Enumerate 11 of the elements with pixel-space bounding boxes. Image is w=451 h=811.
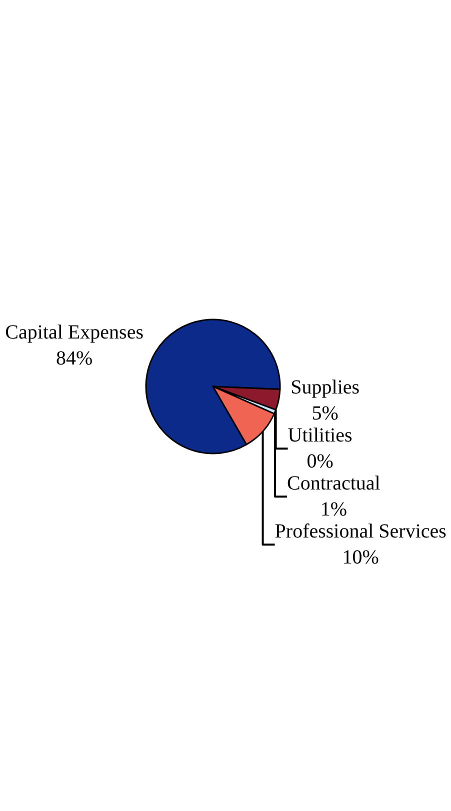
data-label: 5% [312, 402, 338, 425]
slice-label: Supplies [290, 376, 360, 399]
data-label: 84% [56, 347, 93, 370]
slice-label: Professional Services [274, 520, 447, 543]
data-label: 10% [342, 546, 379, 569]
text: 0% [306, 450, 334, 473]
legend-label: Utilities [288, 424, 352, 447]
pie-slice [145, 318, 281, 454]
slice-label: Capital Expenses [5, 321, 144, 344]
data-label: 1% [320, 498, 348, 521]
slice-label: Contractual [287, 472, 381, 495]
